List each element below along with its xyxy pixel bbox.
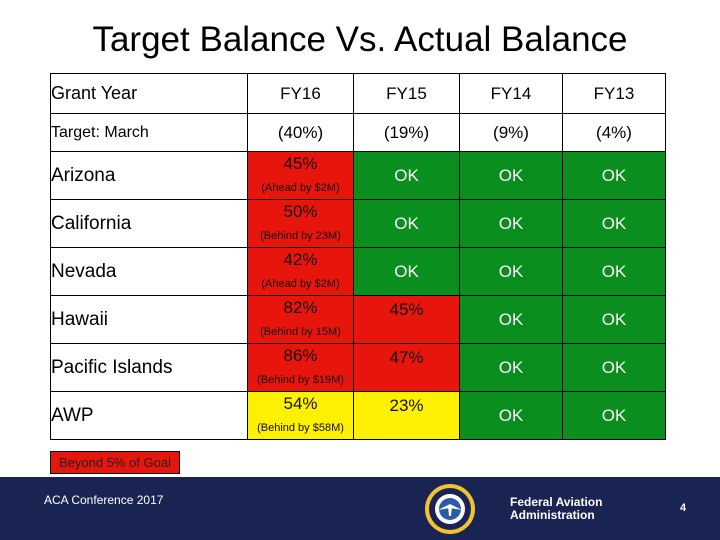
fy16-cell: 82% (Behind by 15M) bbox=[247, 295, 354, 344]
year-header-fy13: FY13 bbox=[562, 73, 666, 114]
fy16-note: (Behind by 23M) bbox=[260, 230, 341, 242]
target-fy13: (4%) bbox=[562, 113, 666, 152]
fy14-cell: OK bbox=[459, 151, 563, 200]
region-name: Pacific Islands bbox=[50, 343, 248, 392]
table-row: Nevada 42% (Ahead by $2M) OK OK OK bbox=[50, 247, 666, 296]
conference-name: ACA Conference 2017 bbox=[44, 493, 164, 507]
fy16-percent: 54% bbox=[283, 394, 318, 413]
footer-bar: ACA Conference 2017 Federal Aviation Adm… bbox=[0, 477, 720, 540]
fy16-percent: 82% bbox=[283, 298, 318, 317]
agency-name: Federal Aviation Administration bbox=[510, 496, 602, 522]
fy15-cell: OK bbox=[353, 247, 460, 296]
table-row: California 50% (Behind by 23M) OK OK OK bbox=[50, 199, 666, 248]
fy16-note: (Ahead by $2M) bbox=[261, 278, 340, 290]
fy16-note: (Behind by 15M) bbox=[260, 326, 341, 338]
table-row: AWP 54% (Behind by $58M) 23% OK OK bbox=[50, 391, 666, 440]
region-name: Hawaii bbox=[50, 295, 248, 344]
target-fy16: (40%) bbox=[247, 113, 354, 152]
fy15-percent: 45% bbox=[389, 300, 424, 319]
agency-line1: Federal Aviation bbox=[510, 495, 603, 509]
fy16-cell: 45% (Ahead by $2M) bbox=[247, 151, 354, 200]
fy14-cell: OK bbox=[459, 295, 563, 344]
fy15-percent: 23% bbox=[389, 396, 424, 415]
table-row: Pacific Islands 86% (Behind by $19M) 47%… bbox=[50, 343, 666, 392]
agency-line2: Administration bbox=[510, 508, 595, 522]
fy16-note: (Behind by $58M) bbox=[257, 422, 344, 434]
balance-table: Grant Year FY16 FY15 FY14 FY13 Target: M… bbox=[50, 73, 666, 440]
fy13-cell: OK bbox=[562, 343, 666, 392]
fy16-cell: 42% (Ahead by $2M) bbox=[247, 247, 354, 296]
fy14-cell: OK bbox=[459, 343, 563, 392]
table-row: Hawaii 82% (Behind by 15M) 45% OK OK bbox=[50, 295, 666, 344]
fy16-cell: 54% (Behind by $58M) bbox=[247, 391, 354, 440]
target-label: Target: March bbox=[50, 113, 248, 152]
target-fy15: (19%) bbox=[353, 113, 460, 152]
region-name: Arizona bbox=[50, 151, 248, 200]
slide-title: Target Balance Vs. Actual Balance bbox=[92, 20, 628, 59]
fy15-cell: OK bbox=[353, 151, 460, 200]
fy14-cell: OK bbox=[459, 247, 563, 296]
region-name: AWP bbox=[50, 391, 248, 440]
fy16-note: (Behind by $19M) bbox=[257, 374, 344, 386]
fy16-percent: 45% bbox=[283, 154, 318, 173]
region-name: California bbox=[50, 199, 248, 248]
fy16-cell: 86% (Behind by $19M) bbox=[247, 343, 354, 392]
region-name: Nevada bbox=[50, 247, 248, 296]
fy14-cell: OK bbox=[459, 391, 563, 440]
fy15-cell: 45% bbox=[353, 295, 460, 344]
year-header-fy14: FY14 bbox=[459, 73, 563, 114]
fy16-percent: 86% bbox=[283, 346, 318, 365]
faa-seal-icon bbox=[425, 484, 475, 534]
grant-year-label: Grant Year bbox=[50, 73, 248, 114]
fy15-percent: 47% bbox=[389, 348, 424, 367]
fy13-cell: OK bbox=[562, 151, 666, 200]
table-row: Arizona 45% (Ahead by $2M) OK OK OK bbox=[50, 151, 666, 200]
page-number: 4 bbox=[680, 502, 687, 514]
fy13-cell: OK bbox=[562, 199, 666, 248]
fy15-cell: 47% bbox=[353, 343, 460, 392]
target-fy14: (9%) bbox=[459, 113, 563, 152]
fy16-note: (Ahead by $2M) bbox=[261, 182, 340, 194]
fy16-percent: 42% bbox=[283, 250, 318, 269]
legend-beyond-goal: Beyond 5% of Goal bbox=[50, 451, 181, 474]
fy13-cell: OK bbox=[562, 295, 666, 344]
fy13-cell: OK bbox=[562, 247, 666, 296]
fy14-cell: OK bbox=[459, 199, 563, 248]
fy15-cell: OK bbox=[353, 199, 460, 248]
year-header-fy16: FY16 bbox=[247, 73, 354, 114]
fy16-percent: 50% bbox=[283, 202, 318, 221]
target-row: Target: March (40%) (19%) (9%) (4%) bbox=[50, 113, 666, 152]
fy15-cell: 23% bbox=[353, 391, 460, 440]
year-header-fy15: FY15 bbox=[353, 73, 460, 114]
fy16-cell: 50% (Behind by 23M) bbox=[247, 199, 354, 248]
fy13-cell: OK bbox=[562, 391, 666, 440]
header-row: Grant Year FY16 FY15 FY14 FY13 bbox=[50, 73, 666, 114]
